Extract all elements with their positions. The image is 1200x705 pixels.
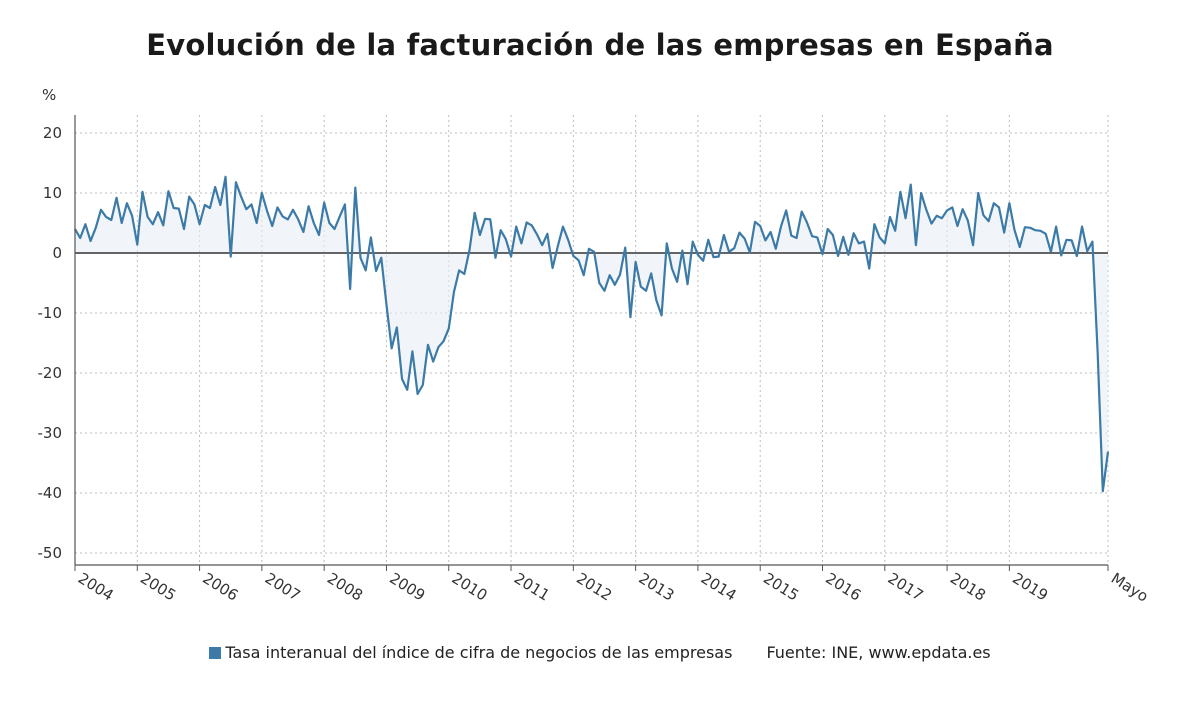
x-tick-label: 2017 xyxy=(885,569,927,605)
y-tick-label: -10 xyxy=(38,304,63,322)
x-tick-label: 2014 xyxy=(698,569,740,605)
x-tick-labels: 2004 2005 2006 2007 2008 2009 2010 2011 2012 2013… xyxy=(75,569,1152,606)
legend-series-name: Tasa interanual del índice de cifra de n… xyxy=(225,643,733,662)
x-tick-label: 2004 xyxy=(75,569,117,605)
y-tick-label: 20 xyxy=(43,124,62,142)
x-tick-label: 2019 xyxy=(1009,569,1051,605)
y-tick-label: -20 xyxy=(38,364,63,382)
series-area xyxy=(75,176,1108,492)
x-tick-label: 2013 xyxy=(636,569,678,605)
x-tick-label: 2009 xyxy=(386,569,428,605)
chart-title: Evolución de la facturación de las empre… xyxy=(146,28,1054,62)
x-tick-label: 2010 xyxy=(449,569,491,605)
x-tick-label: Mayo xyxy=(1108,569,1152,606)
x-tick-label: 2007 xyxy=(262,569,304,605)
x-tick-label: 2006 xyxy=(199,569,241,605)
x-tick-label: 2015 xyxy=(760,569,802,605)
y-tick-labels: 20 10 0 -10 -20 -30 -40 -50 xyxy=(38,124,63,562)
series-line xyxy=(74,175,1110,493)
x-tick-label: 2016 xyxy=(822,569,864,605)
grid-lines xyxy=(75,115,1109,565)
x-tick-label: 2005 xyxy=(137,569,179,605)
series-line-layer xyxy=(74,175,1110,493)
x-tick-label: 2008 xyxy=(324,569,366,605)
x-tick-label: 2011 xyxy=(511,569,553,605)
x-tick-label: 2012 xyxy=(573,569,615,605)
y-tick-label: -40 xyxy=(38,484,63,502)
legend-swatch xyxy=(209,647,222,659)
y-tick-label: -30 xyxy=(38,424,63,442)
axes xyxy=(74,115,1109,571)
y-tick-label: -50 xyxy=(38,544,63,562)
legend: Tasa interanual del índice de cifra de n… xyxy=(0,643,1200,662)
area-fill-layer xyxy=(75,176,1108,492)
y-axis-unit-label: % xyxy=(42,86,57,104)
y-tick-label: 0 xyxy=(52,244,62,262)
source-note: Fuente: INE, www.epdata.es xyxy=(766,643,991,662)
y-tick-label: 10 xyxy=(43,184,62,202)
x-tick-label: 2018 xyxy=(947,569,989,605)
